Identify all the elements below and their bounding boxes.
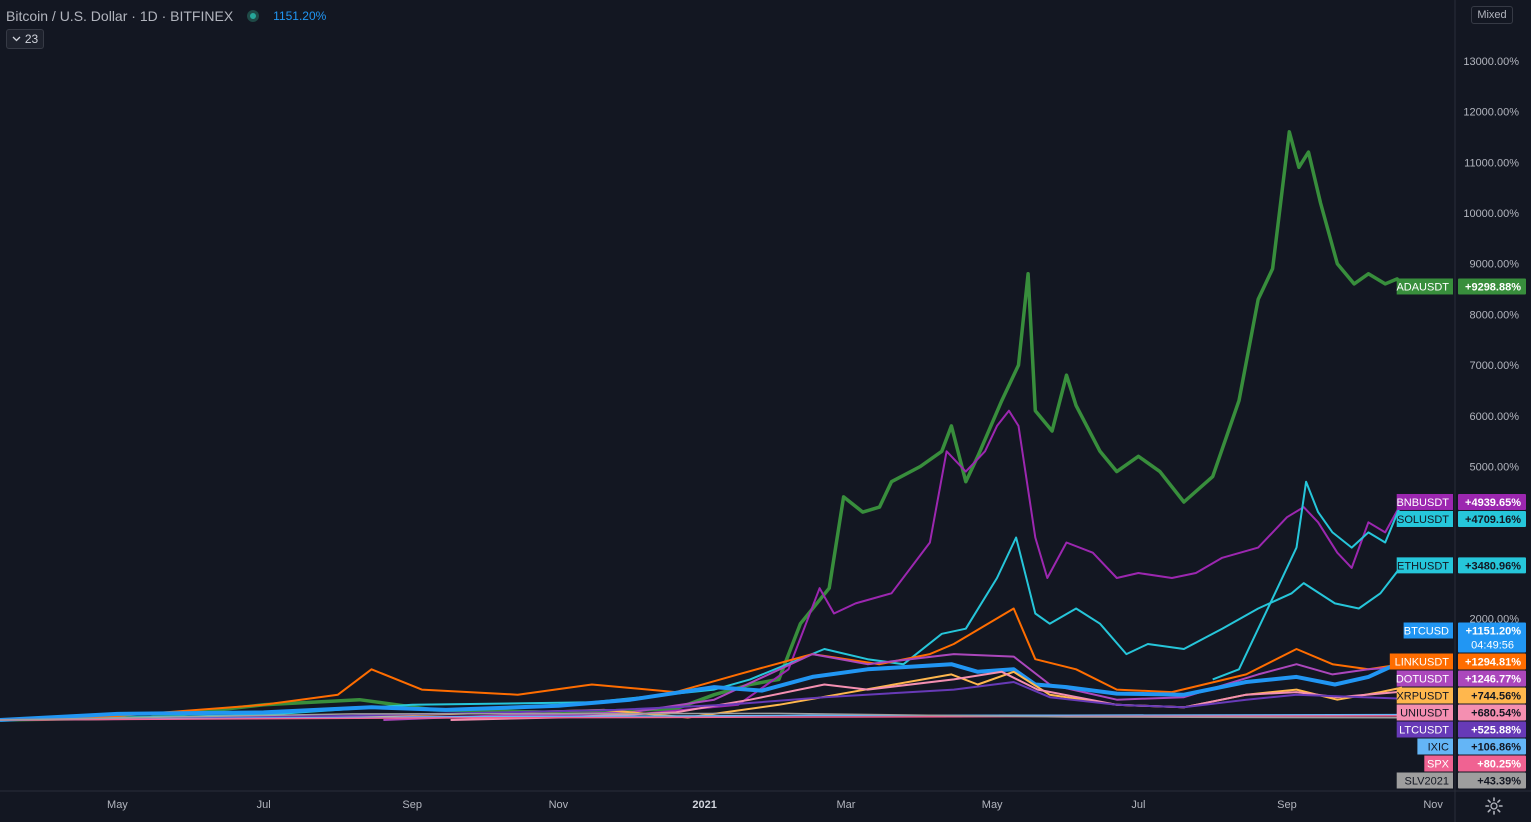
series-name-badge	[1396, 670, 1453, 687]
series-name-label: SOLUSDT	[1397, 514, 1449, 526]
x-tick-label: Sep	[402, 799, 422, 811]
series-line-ethusdt[interactable]	[0, 536, 1403, 721]
x-tick-label: Jul	[257, 799, 271, 811]
x-tick-label: 2021	[692, 799, 716, 811]
series-value-label: +744.56%	[1471, 691, 1521, 703]
series-value-badge	[1458, 670, 1526, 687]
x-tick-label: Nov	[549, 799, 569, 811]
series-value-label: +1294.81%	[1465, 657, 1521, 669]
series-value-badge	[1458, 772, 1526, 789]
series-value-badge	[1458, 687, 1526, 704]
series-line-bnbusdt[interactable]	[0, 409, 1403, 721]
series-line-linkusdt[interactable]	[0, 607, 1403, 721]
x-tick-label: May	[107, 799, 128, 811]
series-name-badge	[1389, 653, 1453, 670]
series-line-solusdt[interactable]	[1212, 480, 1403, 681]
series-name-badge	[1396, 510, 1453, 527]
change-value: 1151.20%	[273, 9, 327, 23]
scale-mode-button[interactable]: Mixed	[1471, 6, 1513, 24]
series-value-badge	[1458, 653, 1526, 670]
series-line-dotusdt[interactable]	[383, 653, 1403, 721]
series-name-badge	[1417, 738, 1453, 755]
series-name-label: ETHUSDT	[1397, 560, 1449, 572]
collapse-indicators-button[interactable]: 23	[6, 29, 44, 49]
series-value-badge	[1458, 721, 1526, 738]
series-name-label: SPX	[1427, 759, 1450, 771]
y-tick-label: 9000.00%	[1469, 259, 1519, 271]
y-tick-label: 6000.00%	[1469, 411, 1519, 423]
series-value-label: +43.39%	[1477, 776, 1521, 788]
series-name-label: LINKUSDT	[1395, 657, 1450, 669]
series-name-badge	[1396, 721, 1453, 738]
series-name-label: BNBUSDT	[1396, 497, 1449, 509]
series-value-badge	[1458, 704, 1526, 721]
y-tick-label: 7000.00%	[1469, 360, 1519, 372]
x-tick-label: Jul	[1131, 799, 1145, 811]
series-value-label: +525.88%	[1471, 725, 1521, 737]
series-name-label: ADAUSDT	[1396, 281, 1449, 293]
series-value-label: +3480.96%	[1465, 560, 1521, 572]
series-name-label: BTCUSD	[1404, 626, 1449, 638]
series-value-label: +1151.20%	[1466, 626, 1522, 638]
series-name-badge	[1396, 772, 1453, 789]
series-value-badge	[1458, 510, 1526, 527]
series-value-badge	[1458, 755, 1526, 772]
series-value-label: +1246.77%	[1465, 674, 1521, 686]
series-line-uniusdt[interactable]	[450, 670, 1403, 721]
chart-header: Bitcoin / U.S. Dollar · 1D · BITFINEX 11…	[6, 6, 326, 26]
x-tick-label: May	[982, 799, 1003, 811]
series-name-label: XRPUSDT	[1396, 691, 1449, 703]
series-name-label: UNIUSDT	[1400, 708, 1449, 720]
series-name-badge	[1396, 687, 1453, 704]
y-tick-label: 5000.00%	[1469, 461, 1519, 473]
series-line-btcusd[interactable]	[0, 659, 1403, 722]
symbol-title[interactable]: Bitcoin / U.S. Dollar · 1D · BITFINEX	[6, 8, 234, 24]
series-line-slv2021[interactable]	[0, 712, 1403, 721]
series-value-badge	[1458, 622, 1526, 653]
y-tick-label: 11000.00%	[1464, 157, 1519, 169]
series-name-badge	[1396, 493, 1453, 510]
series-value-label: +106.86%	[1471, 742, 1521, 754]
collapse-count: 23	[24, 32, 39, 46]
series-line-ltcusdt[interactable]	[0, 681, 1403, 721]
series-value-badge	[1458, 278, 1526, 295]
x-tick-label: Nov	[1423, 799, 1443, 811]
series-value-label: +9298.88%	[1465, 281, 1521, 293]
countdown-label: 04:49:56	[1471, 640, 1514, 652]
series-line-spx[interactable]	[0, 715, 1403, 721]
y-tick-label: 10000.00%	[1463, 208, 1519, 220]
series-name-label: IXIC	[1428, 742, 1449, 754]
series-value-badge	[1458, 493, 1526, 510]
chevron-down-icon	[12, 36, 21, 42]
series-name-badge	[1396, 278, 1453, 295]
series-name-badge	[1424, 755, 1453, 772]
series-name-label: LTCUSDT	[1399, 725, 1449, 737]
series-value-label: +4939.65%	[1465, 497, 1521, 509]
series-value-label: +4709.16%	[1465, 514, 1521, 526]
series-value-badge	[1458, 738, 1526, 755]
series-name-label: SLV2021	[1405, 776, 1449, 788]
y-tick-label: 13000.00%	[1463, 56, 1519, 68]
series-name-badge	[1403, 622, 1453, 639]
series-name-badge	[1396, 557, 1453, 574]
series-value-badge	[1458, 557, 1526, 574]
series-value-label: +680.54%	[1471, 708, 1521, 720]
x-tick-label: Mar	[837, 799, 856, 811]
gear-icon[interactable]	[1484, 796, 1504, 816]
series-name-label: DOTUSDT	[1396, 674, 1449, 686]
series-value-label: +80.25%	[1477, 759, 1521, 771]
y-tick-label: 12000.00%	[1463, 107, 1519, 119]
market-status-icon	[247, 10, 260, 22]
y-tick-label: 8000.00%	[1469, 309, 1519, 321]
x-tick-label: Sep	[1277, 799, 1297, 811]
series-name-badge	[1396, 704, 1453, 721]
series-line-adausdt[interactable]	[0, 130, 1404, 722]
